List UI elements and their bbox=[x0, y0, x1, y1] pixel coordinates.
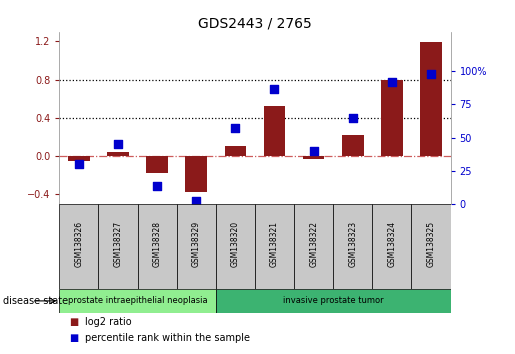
Bar bbox=[59, 289, 216, 313]
Point bbox=[427, 71, 435, 77]
Bar bbox=[146, 156, 168, 173]
Text: prostate intraepithelial neoplasia: prostate intraepithelial neoplasia bbox=[67, 296, 208, 306]
Bar bbox=[59, 204, 98, 289]
Text: GSM138322: GSM138322 bbox=[309, 221, 318, 267]
Bar bbox=[68, 156, 90, 161]
Title: GDS2443 / 2765: GDS2443 / 2765 bbox=[198, 17, 312, 31]
Text: GSM138326: GSM138326 bbox=[74, 221, 83, 267]
Point bbox=[153, 184, 161, 189]
Bar bbox=[216, 289, 451, 313]
Bar bbox=[381, 80, 403, 156]
Point bbox=[114, 141, 122, 147]
Bar bbox=[333, 204, 372, 289]
Bar bbox=[420, 42, 442, 156]
Text: log2 ratio: log2 ratio bbox=[85, 317, 132, 327]
Point bbox=[349, 115, 357, 120]
Text: GSM138323: GSM138323 bbox=[348, 221, 357, 267]
Text: ■: ■ bbox=[70, 317, 79, 327]
Point bbox=[231, 125, 239, 131]
Bar bbox=[264, 106, 285, 156]
Bar bbox=[216, 204, 255, 289]
Bar bbox=[107, 152, 129, 156]
Bar bbox=[98, 204, 138, 289]
Point bbox=[388, 79, 396, 85]
Text: invasive prostate tumor: invasive prostate tumor bbox=[283, 296, 384, 306]
Point bbox=[192, 198, 200, 204]
Text: GSM138329: GSM138329 bbox=[192, 221, 201, 267]
Point bbox=[270, 86, 279, 91]
Point bbox=[310, 148, 318, 154]
Text: GSM138327: GSM138327 bbox=[113, 221, 123, 267]
Bar bbox=[303, 156, 324, 159]
Bar bbox=[342, 135, 364, 156]
Text: percentile rank within the sample: percentile rank within the sample bbox=[85, 333, 250, 343]
Text: GSM138328: GSM138328 bbox=[152, 221, 162, 267]
Bar bbox=[372, 204, 411, 289]
Text: ■: ■ bbox=[70, 333, 79, 343]
Text: GSM138325: GSM138325 bbox=[426, 221, 436, 267]
Bar bbox=[225, 146, 246, 156]
Bar bbox=[185, 156, 207, 192]
Bar bbox=[177, 204, 216, 289]
Bar bbox=[138, 204, 177, 289]
Text: GSM138321: GSM138321 bbox=[270, 221, 279, 267]
Text: GSM138324: GSM138324 bbox=[387, 221, 397, 267]
Text: GSM138320: GSM138320 bbox=[231, 221, 240, 267]
Bar bbox=[294, 204, 333, 289]
Bar bbox=[255, 204, 294, 289]
Bar bbox=[411, 204, 451, 289]
Point bbox=[75, 161, 83, 167]
Text: disease state: disease state bbox=[3, 296, 67, 306]
